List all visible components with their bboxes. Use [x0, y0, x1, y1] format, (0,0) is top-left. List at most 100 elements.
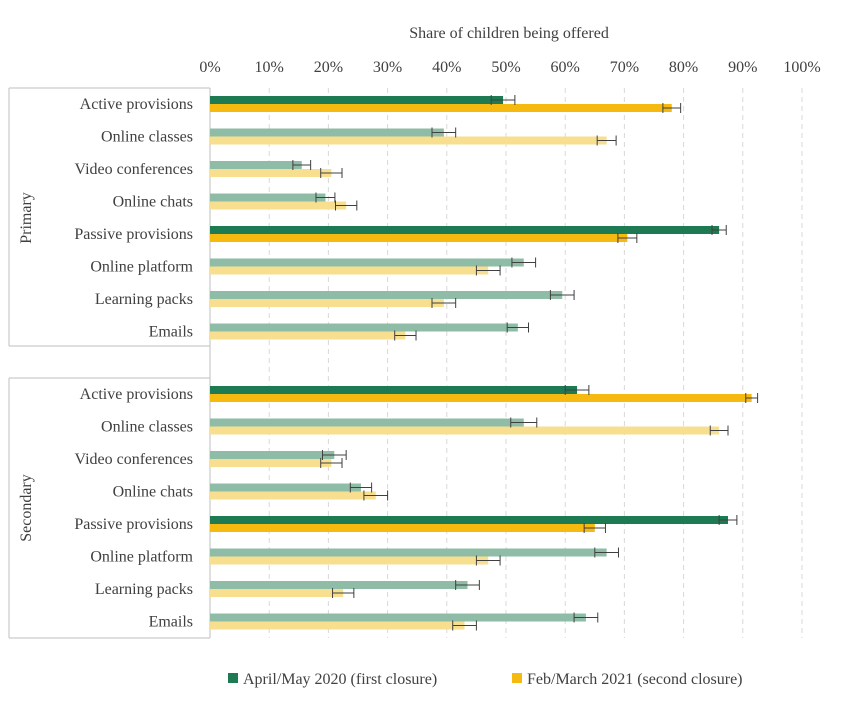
bar-first-closure-online-classes	[210, 418, 524, 427]
group-label-secondary: Secondary	[18, 474, 35, 542]
category-label-online-chats: Online chats	[113, 484, 193, 501]
category-label-online-platform: Online platform	[90, 259, 193, 276]
x-axis-ticks: 0% 10% 20% 30% 40% 50% 60% 70% 80% 90% 100%	[199, 59, 820, 76]
group-label-primary: Primary	[18, 192, 35, 244]
gridlines	[268, 88, 803, 638]
error-bar-second-online-chats	[335, 200, 358, 211]
legend-label-first-closure: April/May 2020 (first closure)	[243, 671, 437, 688]
bar-first-closure-online-platform	[210, 548, 607, 557]
bar-second-closure-emails	[210, 331, 406, 340]
error-bar-second-emails	[394, 330, 417, 341]
bar-first-closure-passive-provisions	[210, 226, 720, 234]
axis-frame	[8, 87, 211, 639]
bar-second-closure-online-chats	[210, 201, 347, 210]
error-bar-first-video-conferences	[321, 450, 347, 460]
error-bar-second-learning-packs	[332, 588, 355, 598]
bar-second-closure-active-provisions	[210, 394, 752, 402]
x-tick-label: 100%	[783, 59, 820, 76]
error-bar-first-online-chats	[349, 482, 373, 493]
bar-first-closure-learning-packs	[210, 581, 468, 589]
bar-second-closure-learning-packs	[210, 299, 444, 307]
x-tick-label: 50%	[491, 59, 520, 76]
bar-second-closure-online-platform	[210, 266, 489, 275]
bar-first-closure-online-platform	[210, 258, 524, 267]
category-label-active-provisions: Active provisions	[80, 386, 193, 403]
error-bar-second-online-classes	[709, 425, 729, 436]
category-label-learning-packs: Learning packs	[95, 291, 193, 308]
bar-second-closure-video-conferences	[210, 459, 332, 467]
x-tick-label: 60%	[551, 59, 580, 76]
legend-swatch-second-closure	[512, 673, 522, 683]
bar-second-closure-online-chats	[210, 491, 376, 500]
category-label-passive-provisions: Passive provisions	[74, 226, 193, 243]
error-bar-second-video-conferences	[320, 168, 343, 178]
category-label-online-platform: Online platform	[90, 549, 193, 566]
error-bar-first-emails	[506, 322, 529, 333]
error-bar-first-online-platform	[511, 257, 537, 268]
error-bar-second-emails	[452, 620, 477, 631]
bar-first-closure-learning-packs	[210, 291, 563, 299]
bar-second-closure-passive-provisions	[210, 524, 595, 532]
error-bar-first-learning-packs	[455, 580, 480, 590]
error-bar-first-emails	[573, 612, 599, 623]
error-bar-second-passive-provisions	[617, 233, 638, 243]
bar-first-closure-online-chats	[210, 483, 361, 492]
category-label-emails: Emails	[149, 614, 193, 631]
bar-second-closure-learning-packs	[210, 589, 344, 597]
bar-first-closure-emails	[210, 613, 586, 622]
x-tick-label: 0%	[199, 59, 220, 76]
bar-first-closure-emails	[210, 323, 518, 332]
x-tick-label: 20%	[314, 59, 343, 76]
error-bar-second-learning-packs	[431, 298, 457, 308]
category-label-video-conferences: Video conferences	[74, 451, 193, 468]
bar-first-closure-active-provisions	[210, 386, 578, 394]
error-bar-second-online-platform	[475, 555, 501, 566]
bar-second-closure-active-provisions	[210, 104, 672, 112]
axis-title: Share of children being offered	[409, 25, 609, 42]
category-label-passive-provisions: Passive provisions	[74, 516, 193, 533]
error-bar-first-online-platform	[594, 547, 619, 558]
error-bar-first-online-classes	[431, 127, 457, 138]
error-bar-second-online-chats	[363, 490, 389, 501]
bar-first-closure-video-conferences	[210, 161, 302, 169]
x-tick-label: 70%	[610, 59, 639, 76]
x-tick-label: 40%	[432, 59, 461, 76]
category-label-active-provisions: Active provisions	[80, 96, 193, 113]
bars	[210, 95, 759, 631]
error-bar-first-video-conferences	[292, 160, 312, 170]
bar-second-closure-passive-provisions	[210, 234, 628, 242]
error-bar-second-active-provisions	[662, 103, 682, 113]
bar-first-closure-active-provisions	[210, 96, 504, 104]
bar-second-closure-online-platform	[210, 556, 489, 565]
bar-second-closure-emails	[210, 621, 465, 630]
category-label-online-chats: Online chats	[113, 194, 193, 211]
error-bar-first-online-chats	[315, 192, 336, 203]
x-tick-label: 80%	[669, 59, 698, 76]
category-labels: Primary Active provisions Online classes Vi…	[18, 96, 194, 631]
error-bar-second-passive-provisions	[583, 523, 606, 533]
x-tick-label: 30%	[373, 59, 402, 76]
legend-swatch-first-closure	[228, 673, 238, 683]
error-bar-first-active-provisions	[564, 385, 590, 395]
category-label-video-conferences: Video conferences	[74, 161, 193, 178]
bar-first-closure-passive-provisions	[210, 516, 728, 524]
bar-second-closure-online-classes	[210, 136, 607, 145]
category-label-learning-packs: Learning packs	[95, 581, 193, 598]
error-bar-second-online-platform	[475, 265, 501, 276]
category-label-emails: Emails	[149, 324, 193, 341]
bar-first-closure-online-chats	[210, 193, 326, 202]
error-bar-second-video-conferences	[320, 458, 343, 468]
error-bar-second-online-classes	[596, 135, 617, 146]
category-label-online-classes: Online classes	[101, 419, 193, 436]
bar-first-closure-video-conferences	[210, 451, 335, 459]
error-bar-first-passive-provisions	[718, 515, 738, 525]
bar-first-closure-online-classes	[210, 128, 444, 137]
error-bar-second-active-provisions	[745, 393, 759, 403]
bar-second-closure-video-conferences	[210, 169, 332, 177]
error-bar-first-learning-packs	[549, 290, 575, 300]
error-bar-first-passive-provisions	[711, 225, 727, 235]
legend-label-second-closure: Feb/March 2021 (second closure)	[527, 671, 743, 688]
legend: April/May 2020 (first closure) Feb/March…	[228, 671, 743, 688]
error-bar-first-online-classes	[510, 417, 538, 428]
